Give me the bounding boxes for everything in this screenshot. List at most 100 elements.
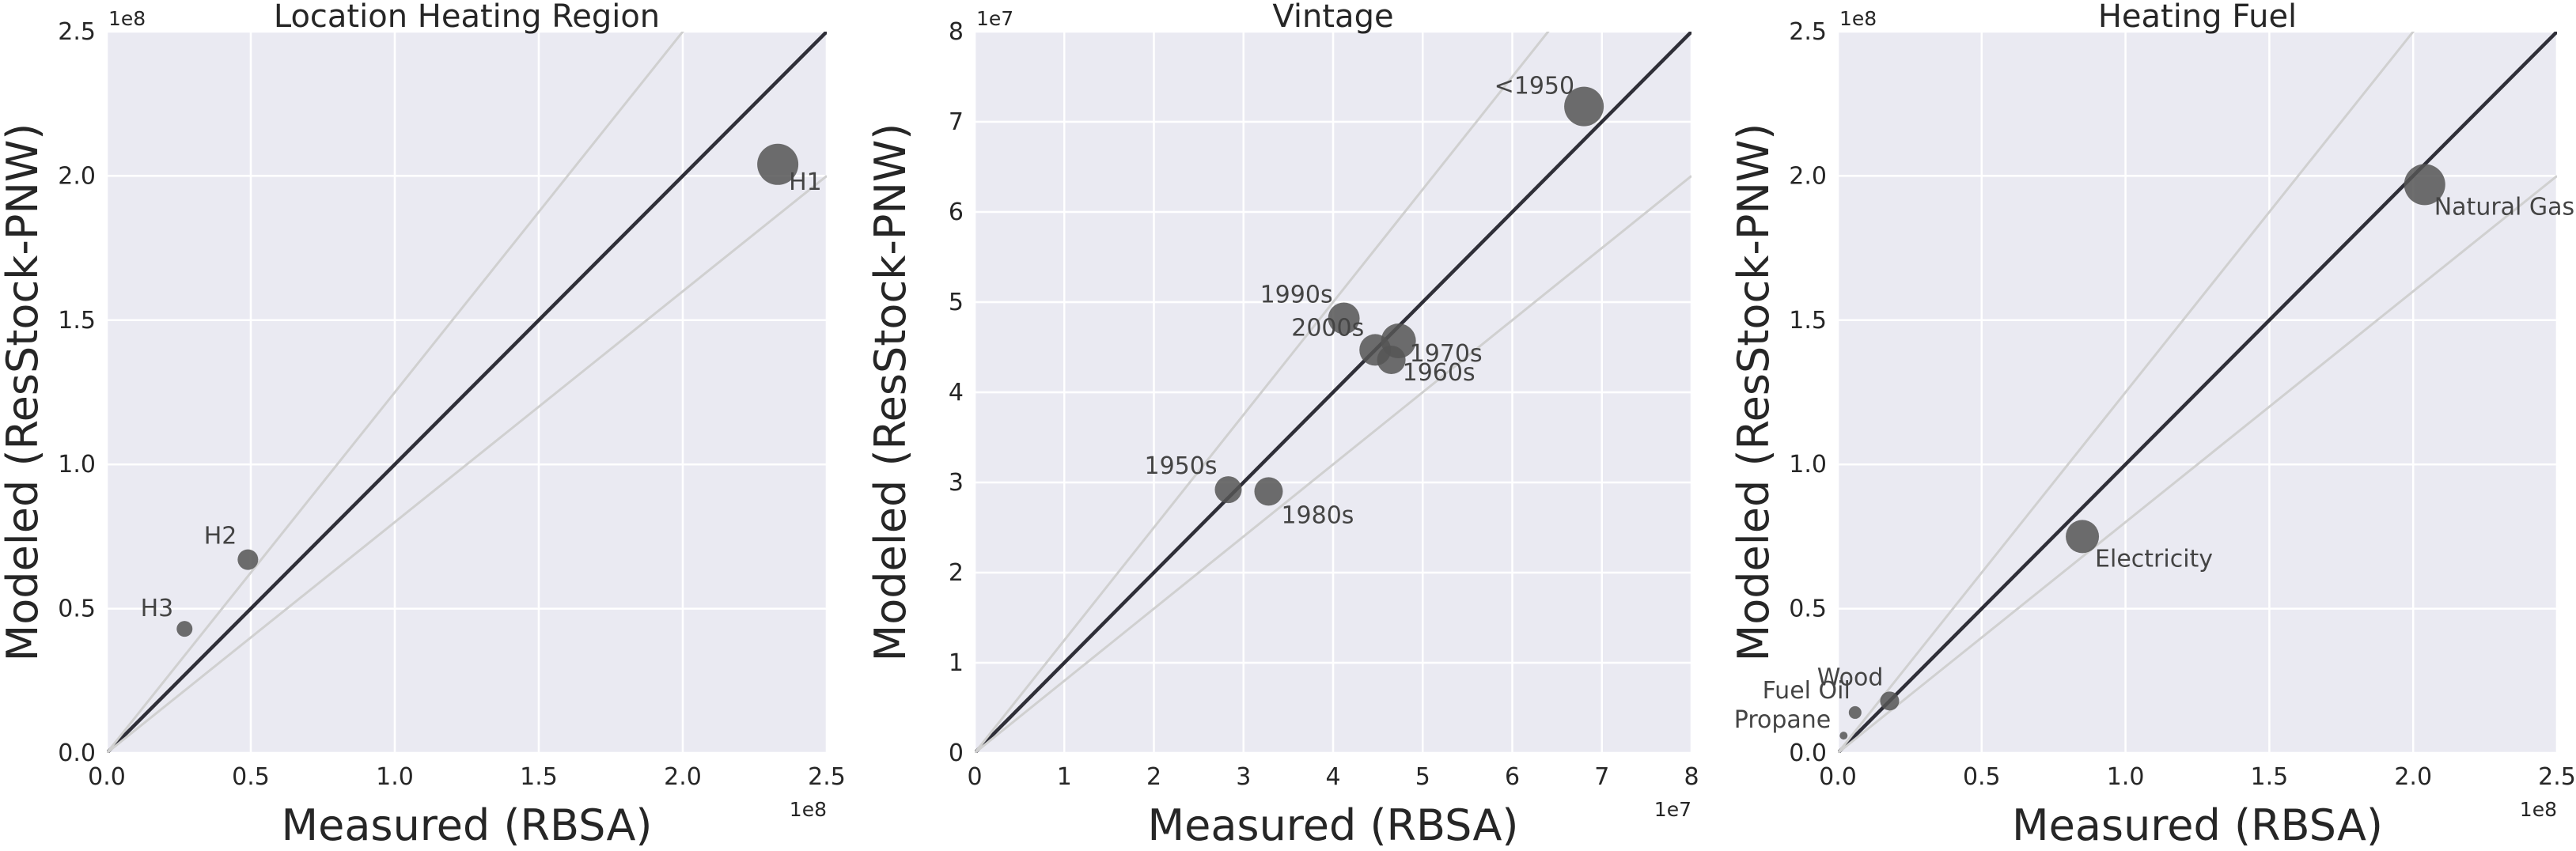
x-tick-label: 2.5 [808,763,846,791]
x-exponent: 1e8 [790,798,827,821]
y-tick-label: 0.0 [58,739,96,767]
x-tick-label: 0.0 [1819,763,1857,791]
y-axis-label: Modeled (ResStock-PNW) [1729,123,1779,662]
y-tick-label: 5 [949,289,964,316]
x-tick-label: 1.0 [376,763,414,791]
x-tick-label: 3 [1236,763,1251,791]
x-tick-label: 2.0 [664,763,702,791]
x-tick-label: 4 [1325,763,1340,791]
x-tick-label: 1.5 [2251,763,2289,791]
scatter-panel-1: H1 H2 H3 0.0 0.5 1.0 1.5 2.0 2.5 0.0 0.5 1.0 1.5 2.0 2… [0,0,846,850]
x-tick-label: 0.5 [232,763,270,791]
point-label: H3 [141,595,174,622]
data-point [1214,476,1242,504]
y-exponent: 1e8 [108,7,146,30]
y-tick-label: 0.5 [58,596,96,623]
x-tick-label: 2.0 [2394,763,2432,791]
x-exponent: 1e7 [1654,798,1691,821]
point-label: 1970s [1410,340,1483,368]
x-tick-label: 8 [1684,763,1699,791]
data-point [1564,86,1604,127]
x-axis-label: Measured (RBSA) [1148,800,1519,848]
point-label: Fuel Oil [1763,677,1851,705]
y-tick-label: 2.5 [1789,18,1827,46]
x-tick-label: 5 [1415,763,1430,791]
x-tick-label: 7 [1594,763,1609,791]
point-label: Electricity [2095,545,2213,573]
y-tick-label: 7 [949,108,964,136]
data-point [1839,732,1848,740]
y-tick-label: 0 [949,739,964,767]
y-tick-label: 2.0 [58,162,96,190]
reference-line [975,32,1550,753]
point-label: 1990s [1260,282,1333,309]
y-tick-label: 2.0 [1789,162,1827,190]
data-point [1848,705,1862,719]
reference-line [1838,175,2557,753]
reference-line [107,32,684,753]
y-tick-label: 1.0 [58,451,96,478]
point-label: H1 [789,168,822,196]
y-tick-label: 2 [949,559,964,587]
y-tick-label: 3 [949,469,964,497]
y-tick-label: 2.5 [58,18,96,46]
reference-line [975,175,1691,753]
y-tick-label: 8 [949,18,964,46]
reference-lines [975,32,1691,753]
y-tick-label: 6 [949,199,964,226]
chart-title: Location Heating Region [274,0,660,35]
y-tick-label: 1.5 [58,307,96,335]
point-label: <1950 [1494,73,1574,100]
data-point [2404,164,2445,206]
x-tick-label: 0.5 [1963,763,2001,791]
chart-title: Heating Fuel [2098,0,2297,35]
y-tick-label: 1 [949,649,964,677]
reference-line [107,175,827,753]
data-point [176,621,193,637]
one-to-one-line [975,32,1691,753]
x-tick-label: 0.0 [88,763,126,791]
y-axis-label: Modeled (ResStock-PNW) [0,123,47,662]
x-tick-label: 0 [967,763,982,791]
one-to-one-line [1838,32,2557,753]
y-exponent: 1e8 [1839,7,1877,30]
x-tick-label: 6 [1505,763,1520,791]
y-axis-label: Modeled (ResStock-PNW) [866,123,915,662]
point-label: 1950s [1145,452,1218,480]
y-exponent: 1e7 [976,7,1013,30]
point-label: 1960s [1403,359,1476,387]
x-axis-label: Measured (RBSA) [282,800,653,848]
y-tick-label: 4 [949,379,964,407]
y-tick-label: 0.5 [1789,596,1827,623]
x-tick-label: 1.5 [520,763,558,791]
one-to-one-line [107,32,827,753]
y-tick-label: 0.0 [1789,739,1827,767]
data-point [1377,345,1406,374]
data-point [1328,302,1360,335]
point-label: Propane [1734,706,1832,734]
reference-lines [107,32,827,753]
data-point [1880,691,1900,711]
chart-title: Vintage [1272,0,1393,35]
y-tick-label: 1.0 [1789,451,1827,478]
reference-lines [1838,32,2557,753]
x-tick-label: 2.5 [2538,763,2576,791]
data-point [237,549,259,570]
x-axis-label: Measured (RBSA) [2012,800,2383,848]
data-point [1254,477,1283,506]
x-tick-label: 1 [1057,763,1072,791]
reference-line [1838,32,2415,753]
data-point [2066,520,2100,554]
y-tick-label: 1.5 [1789,307,1827,335]
point-label: Natural Gas [2434,193,2574,221]
data-point [757,143,799,185]
x-tick-label: 1.0 [2107,763,2145,791]
point-label: 1980s [1281,501,1354,529]
x-exponent: 1e8 [2520,798,2557,821]
point-label: H2 [204,523,237,550]
point-label: 2000s [1291,314,1364,342]
